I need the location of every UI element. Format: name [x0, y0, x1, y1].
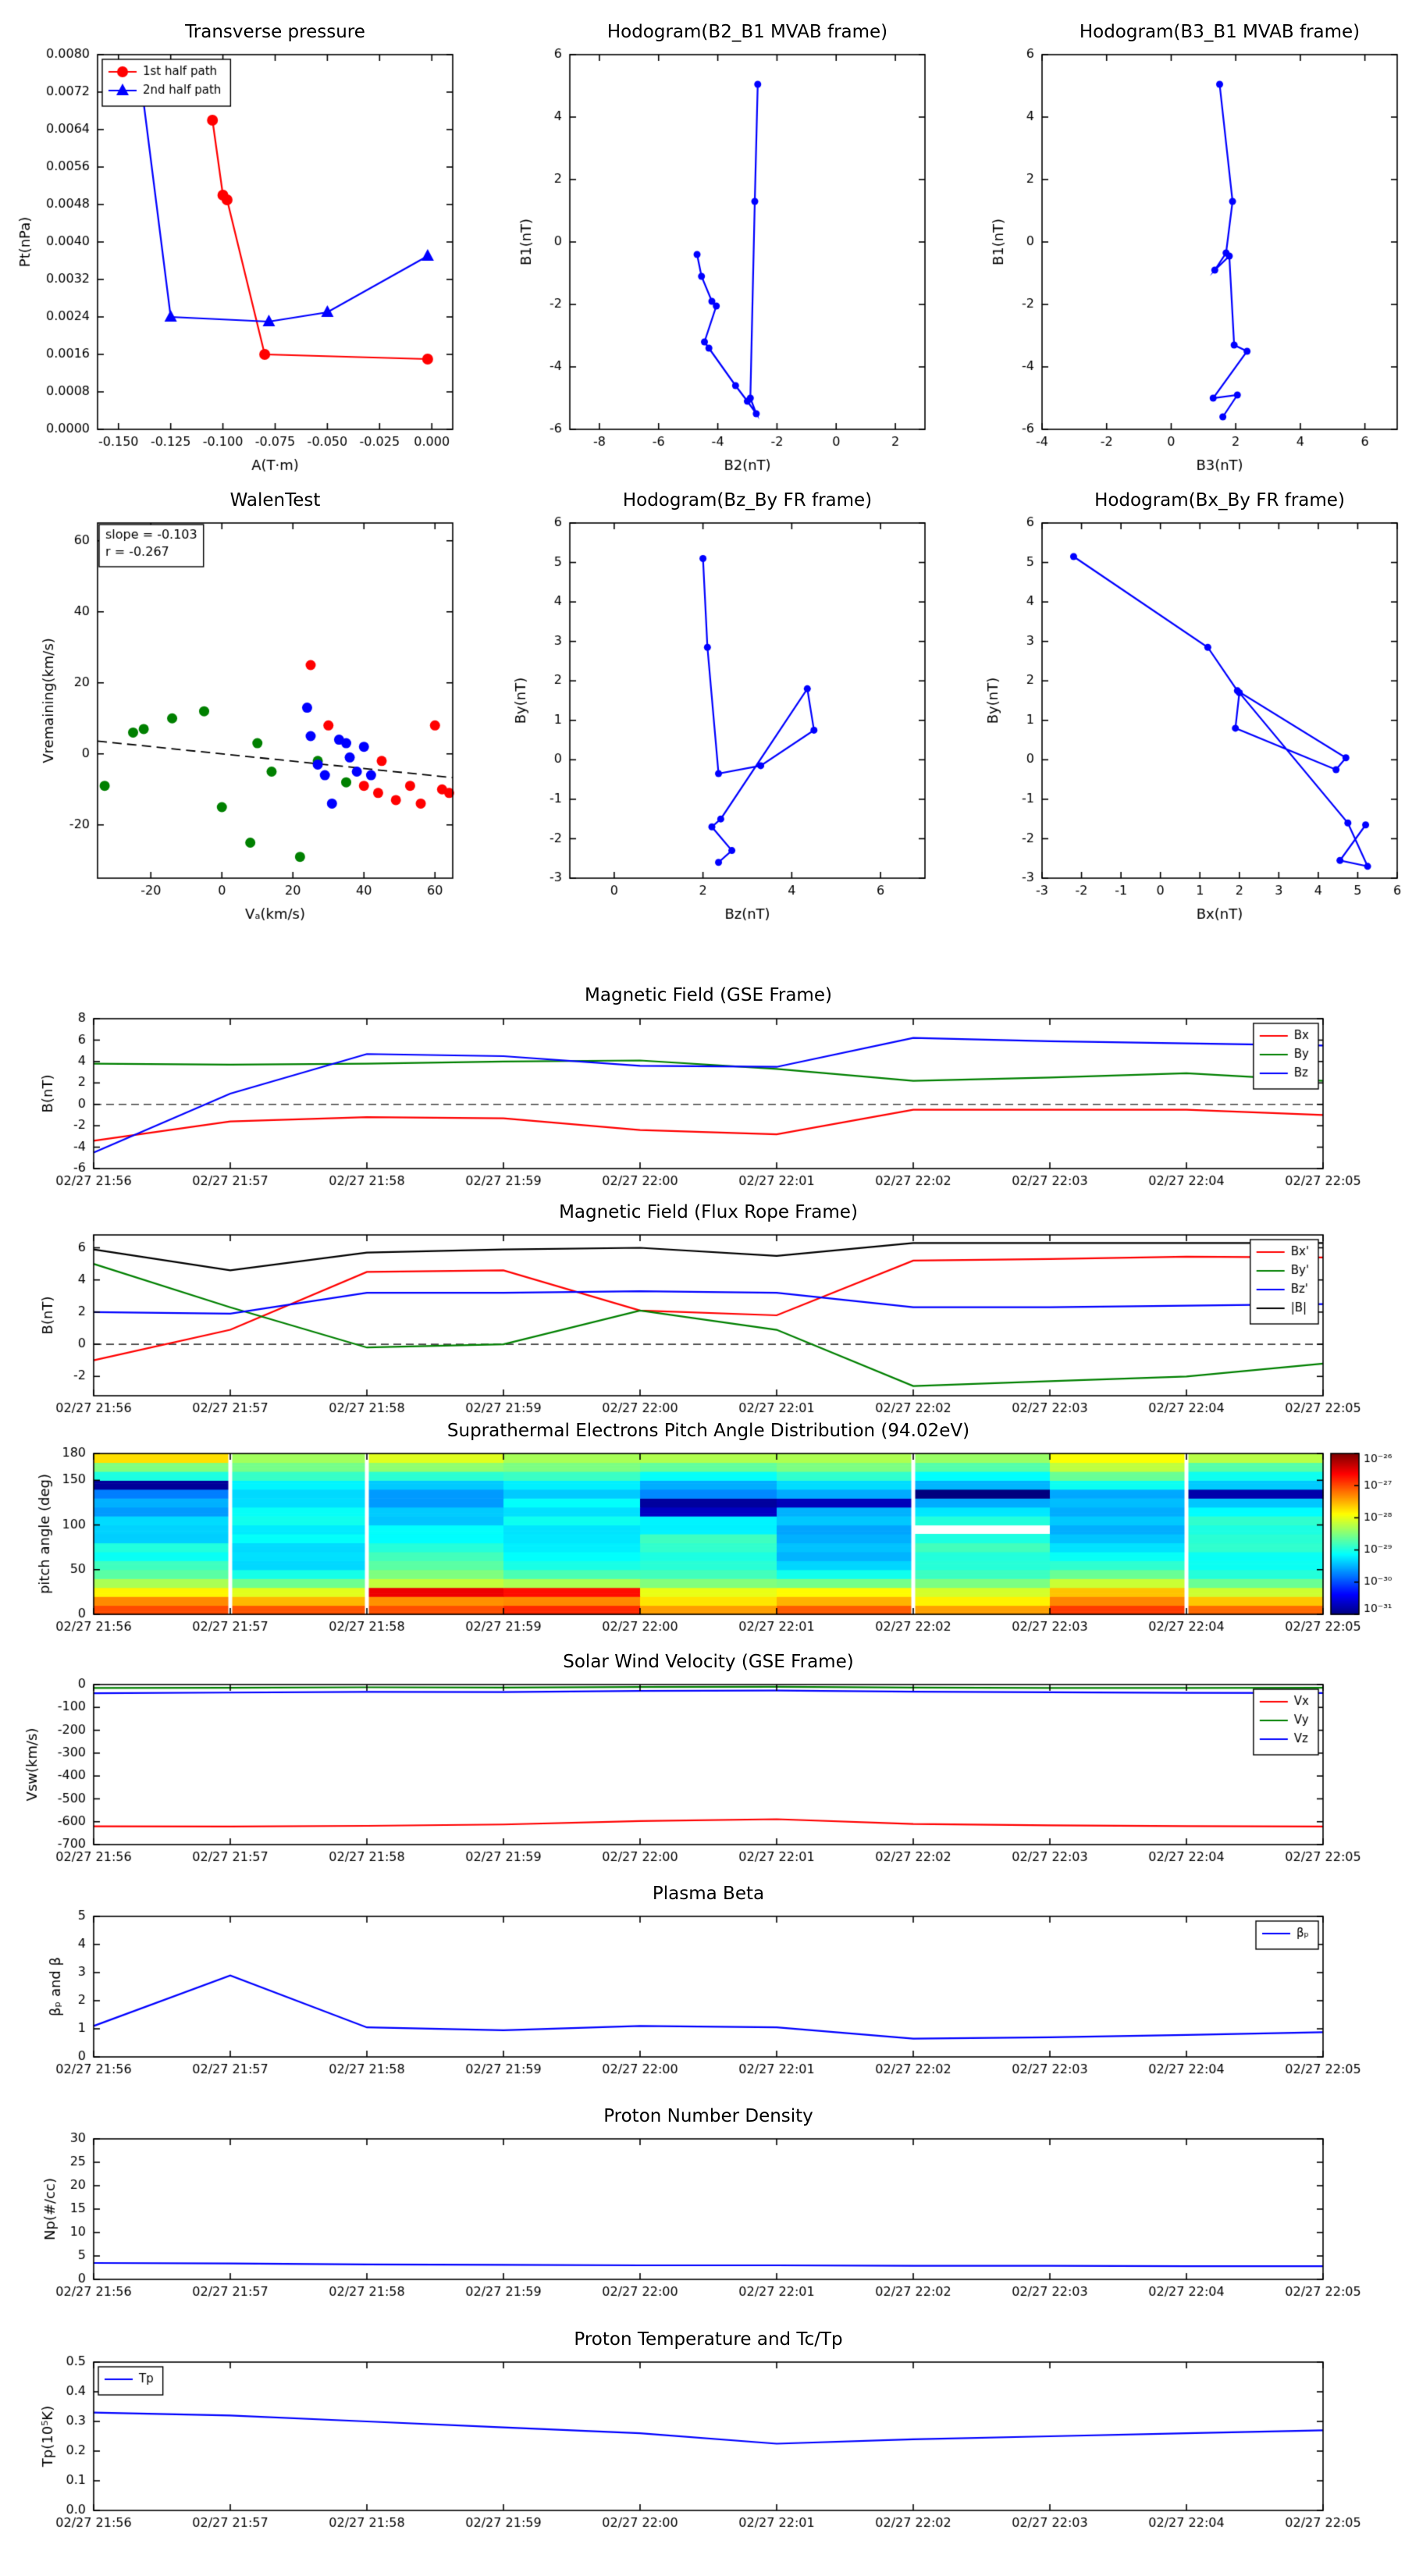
panel-title-magnetic-field-gse: Magnetic Field (GSE Frame): [585, 985, 832, 1005]
panel-title-transverse-pressure: Transverse pressure: [185, 22, 365, 42]
panel-title-hodogram-bx-by: Hodogram(Bx_By FR frame): [1094, 490, 1345, 511]
panel-title-proton-temperature: Proton Temperature and Tc/Tp: [574, 2329, 843, 2350]
panel-title-walen-test: WalenTest: [229, 490, 321, 511]
panel-title-plasma-beta: Plasma Beta: [652, 1884, 765, 1904]
panel-title-hodogram-bz-by: Hodogram(Bz_By FR frame): [622, 490, 873, 511]
panel-title-pitch-angle-distribution: Suprathermal Electrons Pitch Angle Distr…: [446, 1421, 970, 1441]
panel-title-solar-wind-velocity: Solar Wind Velocity (GSE Frame): [563, 1652, 854, 1672]
panel-title-hodogram-b3-b1: Hodogram(B3_B1 MVAB frame): [1079, 22, 1361, 42]
panel-title-proton-number-density: Proton Number Density: [603, 2106, 813, 2126]
panel-title-magnetic-field-flux-rope: Magnetic Field (Flux Rope Frame): [559, 1202, 858, 1222]
panel-title-hodogram-b2-b1: Hodogram(B2_B1 MVAB frame): [606, 22, 888, 42]
